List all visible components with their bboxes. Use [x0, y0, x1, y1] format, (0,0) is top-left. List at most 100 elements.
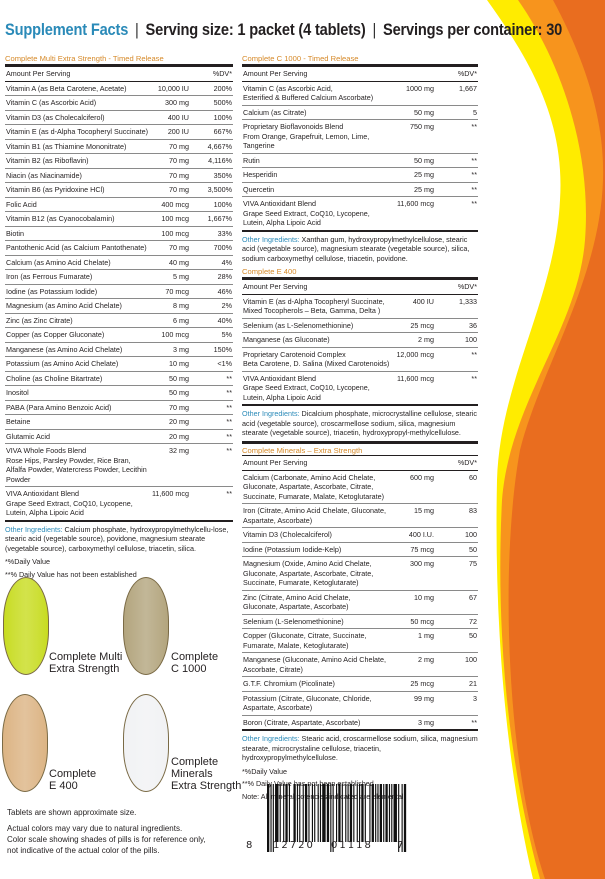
nutrient-name: Amount Per Serving — [242, 65, 396, 82]
barcode-bar — [371, 784, 374, 842]
daily-value: %DV* — [438, 455, 478, 471]
barcode-bar — [285, 784, 288, 842]
amount: 400 mcg — [150, 197, 193, 212]
table-row: Vitamin A (as Beta Carotene, Acetate) 10,… — [5, 81, 233, 96]
barcode-bar — [288, 784, 290, 842]
table-row: Manganese (Gluconate, Amino Acid Chelate… — [242, 652, 478, 678]
amount: 200 IU — [150, 124, 193, 140]
daily-value: 5% — [193, 327, 233, 343]
barcode-bar — [361, 784, 364, 842]
barcode-bar — [332, 784, 334, 852]
table-row: Vitamin D3 (Cholecalciferol) 400 I.U. 100 — [242, 527, 478, 543]
nutrient-name: Folic Acid — [5, 197, 151, 212]
barcode-bar — [341, 784, 343, 842]
barcode-bar — [272, 784, 274, 852]
daily-value: 33% — [193, 226, 233, 241]
nutrient-name: Amount Per Serving — [242, 278, 395, 295]
nutrient-name: VIVA Whole Foods Blend Rose Hips, Parsley… — [5, 443, 151, 487]
table-row: Glutamic Acid 20 mg ** — [5, 429, 233, 444]
pill-minerals — [123, 694, 169, 792]
table-row: Choline (as Choline Bitartrate) 50 mg ** — [5, 371, 233, 386]
barcode-bar — [336, 784, 338, 842]
table-row: Vitamin D3 (as Cholecalciferol) 400 IU 100… — [5, 110, 233, 125]
table-row: Vitamin B6 (as Pyridoxine HCl) 70 mg 3,500… — [5, 182, 233, 198]
daily-value: 3,500% — [193, 182, 233, 198]
amount: 70 mcg — [150, 284, 193, 299]
pill-label-e400: Complete E 400 — [49, 768, 97, 792]
barcode-bar — [388, 784, 391, 842]
table-row: Niacin (as Niacinamide) 70 mg 350% — [5, 168, 233, 183]
barcode-bar — [349, 784, 353, 842]
amount: 12,000 mcg — [394, 347, 438, 372]
barcode-bar — [385, 784, 388, 842]
table-row: Iron (Citrate, Amino Acid Chelate, Gluco… — [242, 503, 478, 529]
barcode-bar — [326, 784, 330, 842]
amount: 70 mg — [150, 168, 193, 183]
table-row: Folic Acid 400 mcg 100% — [5, 197, 233, 212]
amount: 15 mg — [404, 503, 438, 529]
nutrient-name: VIVA Antioxidant Blend Grape Seed Extract… — [243, 373, 370, 402]
barcode-bar — [296, 784, 299, 842]
nutrient-name: Vitamin B1 (as Thiamine Mononitrate) — [5, 139, 151, 154]
nutrient-name: Manganese (as Amino Acid Chelate) — [5, 342, 151, 357]
nutrient-name: Calcium (as Amino Acid Chelate) — [5, 255, 151, 270]
barcode-bar — [299, 784, 301, 842]
daily-value: ** — [471, 199, 477, 208]
amount: 300 mg — [404, 556, 438, 591]
separator: | — [135, 20, 139, 39]
barcode-bar — [375, 784, 377, 842]
daily-value: 100 — [438, 332, 478, 348]
nutrient-name: Amount Per Serving — [242, 455, 405, 471]
daily-value: ** — [438, 119, 478, 154]
table-row: Iron (as Ferrous Fumarate) 5 mg 28% — [5, 269, 233, 285]
amount: 8 mg — [150, 298, 193, 314]
table-row: VIVA Antioxidant Blend Grape Seed Extract… — [5, 487, 233, 521]
facts-table: Amount Per Serving %DV* Vitamin E (as d-Al… — [242, 277, 478, 407]
barcode-bar — [279, 784, 281, 842]
barcode-bar — [338, 784, 341, 842]
table-header-row: Amount Per Serving %DV* — [242, 455, 478, 471]
pill-e400 — [2, 694, 48, 792]
daily-value: 4% — [193, 255, 233, 270]
servings-per-container: Servings per container: 30 — [382, 20, 563, 39]
daily-value: 50 — [438, 542, 478, 558]
nutrient-name: PABA (Para Amino Benzoic Acid) — [5, 400, 151, 415]
daily-value: 36 — [438, 318, 478, 334]
nutrient-name: Hesperidin — [242, 167, 396, 183]
section-title: Complete Minerals – Extra Strength — [242, 441, 478, 455]
nutrient-name: Vitamin D3 (Cholecalciferol) — [242, 527, 405, 543]
section-multi: Complete Multi Extra Strength - Timed Re… — [5, 53, 233, 579]
daily-value: 150% — [193, 342, 233, 357]
table-row: VIVA Whole Foods Blend Rose Hips, Parsley… — [5, 443, 233, 487]
other-ingredients: Other Ingredients: Xanthan gum, hydroxyp… — [242, 235, 478, 264]
amount: 600 mg — [404, 470, 438, 505]
amount: 25 mg — [395, 167, 438, 183]
table-row: Manganese (as Gluconate) 2 mg 100 — [242, 332, 478, 348]
nutrient-name: Copper (Gluconate, Citrate, Succinate, Fu… — [242, 628, 405, 654]
amount: 70 mg — [150, 400, 193, 415]
nutrient-name: Betaine — [5, 414, 151, 430]
table-row: Proprietary Carotenoid Complex Beta Carot… — [242, 347, 478, 372]
daily-value: 1,333 — [438, 294, 478, 319]
amount: 25 mcg — [394, 318, 438, 334]
amount: 2 mg — [404, 652, 438, 678]
daily-value: 67 — [438, 590, 478, 615]
barcode-bar — [359, 784, 361, 842]
amount: 5 mg — [150, 269, 193, 285]
section-title: Complete Multi Extra Strength - Timed Re… — [5, 54, 164, 63]
nutrient-name: Vitamin B6 (as Pyridoxine HCl) — [5, 182, 151, 198]
daily-value: 667% — [193, 124, 233, 140]
supplement-facts-title: Supplement Facts — [5, 20, 129, 39]
daily-value: ** — [193, 443, 233, 487]
amount: 750 mg — [395, 119, 438, 154]
barcode-bar — [364, 784, 366, 842]
barcode-bar — [345, 784, 347, 842]
footnote-not-established: **% Daily Value has not been established — [5, 569, 137, 579]
amount: 50 mg — [395, 105, 438, 120]
barcode-bar — [379, 784, 382, 842]
daily-value: ** — [193, 414, 233, 430]
nutrient-name: Selenium (L-Selenomethionine) — [242, 614, 405, 630]
table-header-row: Amount Per Serving %DV* — [242, 65, 478, 82]
amount: 32 mg — [150, 443, 193, 487]
